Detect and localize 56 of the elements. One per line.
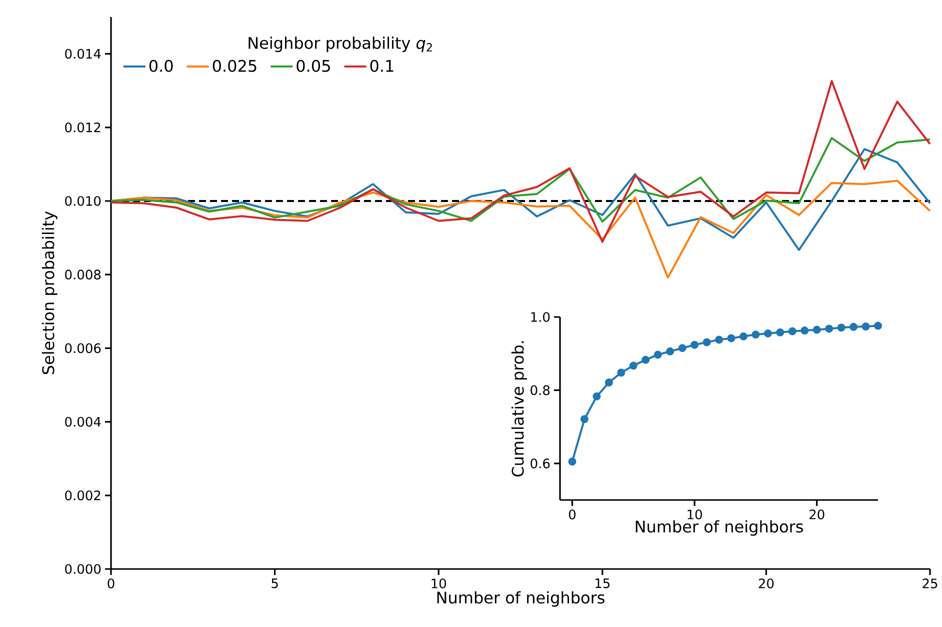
point <box>604 378 613 387</box>
point <box>752 330 760 339</box>
point <box>702 338 711 346</box>
legend-label: 0.0 <box>149 60 173 72</box>
line-series <box>110 80 932 243</box>
point <box>764 329 772 338</box>
point <box>739 332 748 340</box>
y-tick-label: 0.000 <box>65 564 101 574</box>
x-tick-label: 10 <box>432 578 446 588</box>
point <box>592 392 601 400</box>
legend-label: 0.1 <box>370 60 394 72</box>
y-tick-label: 0.004 <box>65 416 101 427</box>
x-axis-title: Number of neighbors <box>437 591 604 607</box>
legend-title: Neighbor probability q$_{2}$ <box>248 36 432 52</box>
point <box>568 458 576 466</box>
y-tick-label: 0.010 <box>65 196 101 206</box>
point <box>629 362 638 370</box>
x-tick-label: 0 <box>108 578 114 588</box>
point <box>642 356 650 364</box>
legend-label: 0.025 <box>212 60 256 72</box>
y-tick-label: 0.002 <box>65 490 100 500</box>
y-tick-label: 0.014 <box>65 48 101 59</box>
point <box>862 322 870 331</box>
point <box>727 334 736 342</box>
y-axis-title: Cumulative prob. <box>511 341 527 477</box>
point <box>690 340 699 349</box>
y-tick-label: 0.012 <box>65 122 100 132</box>
x-tick-label: 20 <box>810 510 824 520</box>
point <box>776 328 784 336</box>
x-tick-label: 10 <box>688 510 702 520</box>
x-axis-title: Number of neighbors <box>636 520 803 536</box>
point <box>788 327 796 336</box>
y-tick-label: 0.6 <box>530 458 550 468</box>
point <box>850 322 858 331</box>
x-tick-label: 25 <box>922 578 938 588</box>
x-tick-label: 15 <box>596 578 610 588</box>
point <box>715 336 724 344</box>
point <box>837 324 846 332</box>
point <box>654 350 662 359</box>
x-tick-label: 0 <box>568 510 576 520</box>
point <box>666 347 674 356</box>
point <box>874 322 882 330</box>
point <box>617 368 626 377</box>
point <box>580 415 588 424</box>
y-tick-label: 0.008 <box>65 270 101 280</box>
y-axis-title: Selection probability <box>42 211 58 374</box>
y-tick-label: 1.0 <box>531 312 550 322</box>
point <box>812 326 821 334</box>
point <box>825 324 834 333</box>
legend-label: 0.05 <box>296 60 330 72</box>
x-tick-label: 20 <box>758 578 774 588</box>
y-tick-label: 0.8 <box>530 385 550 396</box>
y-tick-label: 0.006 <box>65 343 101 354</box>
point <box>678 344 686 352</box>
x-tick-label: 5 <box>272 578 278 588</box>
point <box>800 326 809 335</box>
